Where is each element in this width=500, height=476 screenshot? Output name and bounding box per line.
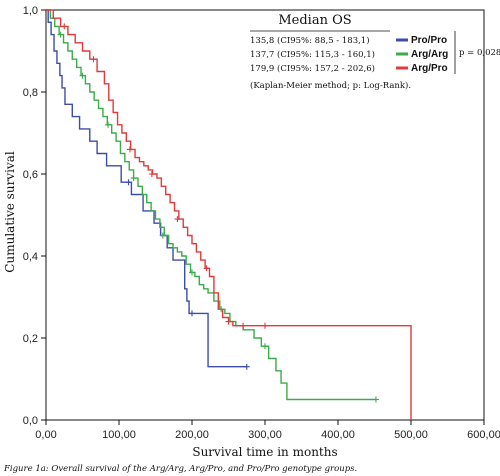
censor-mark	[125, 179, 132, 186]
legend-title: Median OS	[278, 13, 351, 28]
censor-mark	[61, 23, 68, 30]
figure-caption: Figure 1a: Overall survival of the Arg/A…	[3, 464, 357, 474]
x-ticks: 0,00 100,00 200,00 300,00 400,00 500,00 600,00	[35, 420, 500, 441]
legend-note: (Kaplan-Meier method; p: Log-Rank).	[250, 80, 411, 91]
x-tick-label: 0,00	[35, 429, 56, 441]
censor-mark	[262, 343, 268, 350]
censor-mark	[218, 306, 225, 313]
censor-marks	[57, 23, 379, 403]
censor-mark	[189, 310, 195, 317]
y-ticks: 0,0 0,2 0,4 0,6 0,8 1,0	[23, 5, 46, 427]
legend-row-text: 137,7 (CI95%: 115,3 - 160,1)	[250, 49, 375, 60]
legend: Median OS p = 0,028 (Kaplan-Meier method…	[250, 13, 500, 91]
y-tick-label: 0,0	[23, 415, 38, 427]
legend-series-name: Arg/Arg	[411, 49, 448, 60]
censor-mark	[126, 146, 133, 153]
legend-p-value: p = 0,028	[459, 48, 500, 58]
legend-row-text: 179,9 (CI95%: 157,2 - 202,6)	[250, 63, 375, 74]
censor-mark	[130, 175, 137, 182]
censor-mark	[240, 322, 247, 329]
x-tick-label: 500,00	[394, 429, 428, 441]
censor-mark	[90, 56, 97, 63]
y-axis-title: Cumulative survival	[3, 151, 17, 273]
censor-mark	[203, 265, 210, 272]
censor-mark	[159, 232, 166, 239]
censor-mark	[148, 171, 155, 177]
x-tick-label: 300,00	[248, 429, 282, 441]
censor-mark	[243, 363, 250, 370]
y-tick-label: 1,0	[23, 5, 38, 17]
x-tick-label: 600,00	[467, 429, 500, 441]
y-tick-label: 0,8	[23, 87, 38, 99]
censor-mark	[105, 121, 112, 128]
x-axis-title: Survival time in months	[192, 445, 337, 459]
x-tick-label: 100,00	[102, 429, 136, 441]
legend-row-text: 135,8 (CI95%: 88,5 - 183,1)	[250, 35, 370, 46]
y-tick-label: 0,2	[23, 333, 38, 345]
censor-mark	[225, 318, 232, 325]
x-tick-label: 200,00	[175, 429, 209, 441]
censor-mark	[174, 216, 181, 223]
y-tick-label: 0,6	[23, 169, 38, 181]
censor-mark	[189, 269, 195, 276]
legend-series-name: Pro/Pro	[411, 35, 447, 46]
censor-mark	[57, 31, 64, 38]
x-tick-label: 400,00	[321, 429, 355, 441]
censor-mark	[372, 396, 379, 403]
legend-series-name: Arg/Pro	[411, 63, 448, 74]
y-tick-label: 0,4	[23, 251, 38, 263]
censor-mark	[262, 322, 268, 329]
series-line-pro-pro	[46, 9, 247, 368]
censor-mark	[79, 72, 86, 79]
